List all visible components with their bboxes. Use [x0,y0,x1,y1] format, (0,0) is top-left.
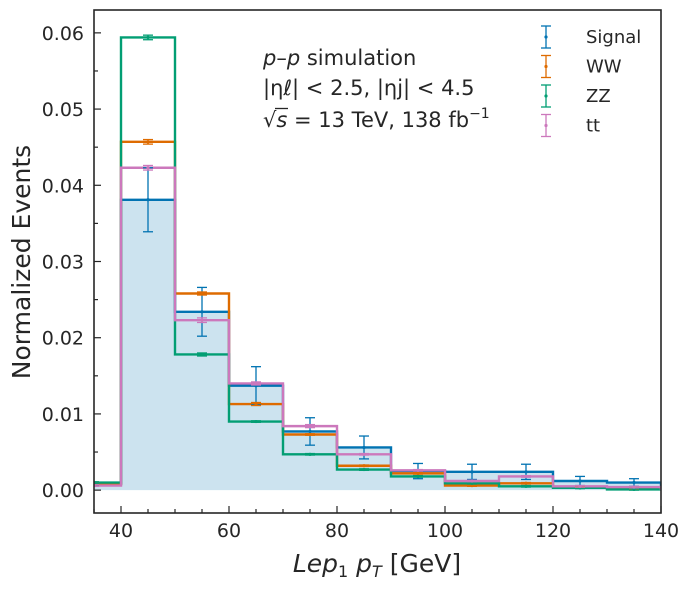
x-tick-label-100: 100 [427,520,463,542]
series-signal-point-7 [470,470,474,474]
series-tt-errorbar-1 [143,164,153,171]
series-zz-errorbar-2 [197,352,207,357]
series-tt-point-8 [524,474,528,479]
series-ww-errorbar-2 [197,291,207,296]
series-ww-point-2 [200,291,204,296]
series-zz-errorbar-6 [413,474,423,479]
series-ww-point-7 [470,483,474,488]
y-tick-label-5: 0.05 [42,99,84,121]
series-signal-point-10 [632,480,636,485]
series-zz-errorbar-5 [359,467,369,472]
series-tt-point-10 [632,485,636,489]
series-tt-point-9 [578,484,582,488]
y-tick-label-1: 0.01 [42,404,84,426]
series-tt-errorbar-8 [521,474,531,479]
y-axis-title: Normalized Events [7,145,36,379]
series-tt-point-4 [308,424,312,428]
legend-marker-ww [544,64,548,69]
series-signal-point-9 [578,479,582,483]
legend-label-zz: ZZ [586,86,611,107]
series-tt-point-1 [146,166,150,170]
legend-entry-tt: tt [541,113,600,138]
y-tick-label-0: 0.00 [42,480,84,502]
series-ww-point-5 [362,464,366,468]
legend-entry-ww: WW [541,54,622,79]
series-ww-errorbar-8 [521,481,531,485]
series-tt-point-5 [362,452,366,456]
series-signal-point-8 [524,470,528,474]
series-zz-point-10 [632,487,636,491]
series-signal-point-5 [362,445,366,450]
series-tt-errorbar-2 [197,317,207,324]
series-zz-errorbar-1 [143,34,153,41]
series-zz-point-4 [308,452,312,456]
x-tick-label-60: 60 [217,520,241,542]
series-zz-point-2 [200,352,204,357]
x-tick-label-40: 40 [109,520,133,542]
series-signal-fill [94,199,661,491]
series-tt-errorbar-6 [413,468,423,472]
series-zz-point-3 [254,419,258,424]
y-tick-label-6: 0.06 [42,23,84,45]
series-ww-errorbar-1 [143,138,153,145]
x-tick-label-80: 80 [325,520,349,542]
legend: Signal WW ZZ tt [541,25,641,138]
x-tick-label-140: 140 [643,520,679,542]
series-zz-point-8 [524,484,528,488]
legend-label-signal: Signal [586,27,641,48]
legend-label-tt: tt [586,116,600,137]
annotation-line-1: p–p simulation [262,46,416,70]
series-ww-errorbar-3 [251,401,261,407]
series-zz-point-6 [416,474,420,479]
series-ww-point-6 [416,471,420,475]
y-tick-label-4: 0.04 [42,175,84,197]
series-tt-errorbar-9 [575,484,585,488]
series-tt-point-7 [470,479,474,483]
series-zz-point-7 [470,481,474,485]
y-tick-label-3: 0.03 [42,252,84,274]
series-tt-errorbar-4 [305,423,315,429]
series-zz-errorbar-3 [251,419,261,424]
x-axis-title: Lep1 pT [GeV] [293,549,461,581]
series-tt-point-2 [200,318,204,322]
series-tt-errorbar-10 [629,485,639,489]
series-signal-errorbar-4 [305,417,315,446]
series-tt-point-3 [254,381,258,386]
series-ww-errorbar-5 [359,464,369,468]
annotation-line-3: √s = 13 TeV, 138 fb−1 [263,106,490,132]
series-signal-point-4 [308,429,312,434]
legend-marker-signal [544,35,548,39]
series-zz-point-1 [146,35,150,40]
series-tt-point-6 [416,468,420,472]
legend-marker-zz [544,94,548,98]
legend-marker-tt [544,123,548,128]
legend-entry-signal: Signal [541,25,641,49]
legend-label-ww: WW [586,57,622,78]
series-ww-errorbar-6 [413,471,423,475]
series-zz-point-5 [362,467,366,472]
series-signal-point-1 [146,198,150,202]
series-zz-errorbar-8 [521,484,531,488]
x-tick-label-120: 120 [535,520,571,542]
series-tt-errorbar-7 [467,479,477,483]
annotation-line-2: |ηℓ| < 2.5, |ηj| < 4.5 [263,76,474,101]
series-ww-point-3 [254,402,258,406]
series-ww-errorbar-4 [305,432,315,437]
series-ww-point-4 [308,432,312,437]
series-ww-point-8 [524,481,528,485]
series-signal-point-2 [200,310,204,314]
series-tt-errorbar-3 [251,381,261,386]
y-tick-label-2: 0.02 [42,328,84,350]
series-tt-errorbar-5 [359,452,369,456]
svg-text:√s = 13 TeV, 138 fb−1: √s = 13 TeV, 138 fb−1 [263,106,490,132]
series-zz-errorbar-4 [305,452,315,456]
legend-entry-zz: ZZ [541,84,611,108]
series-ww-point-1 [146,140,150,144]
